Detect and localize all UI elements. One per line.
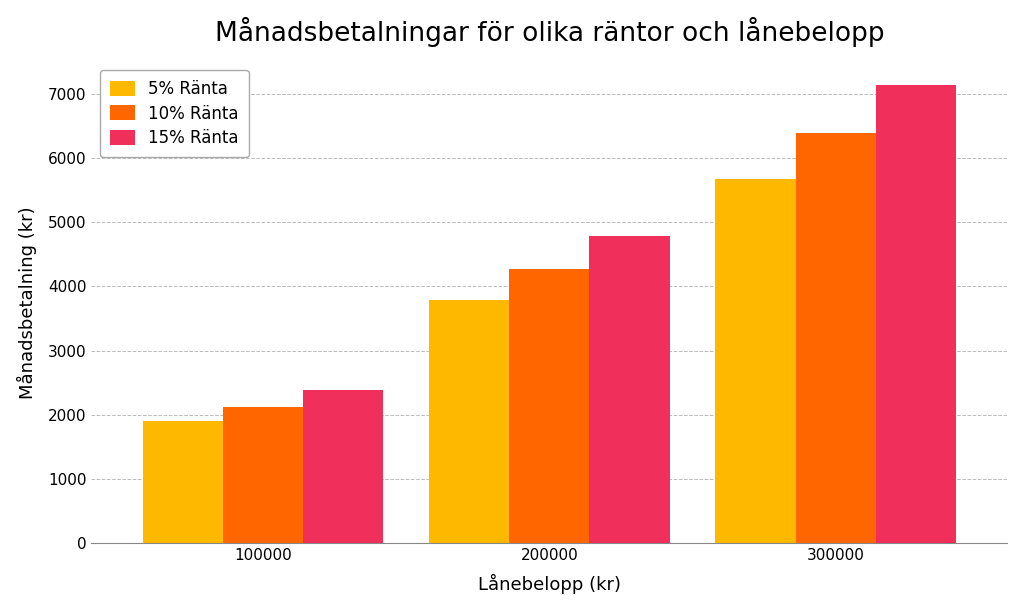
Bar <box>716 178 796 543</box>
Y-axis label: Månadsbetalning (kr): Månadsbetalning (kr) <box>16 206 37 399</box>
Title: Månadsbetalningar för olika räntor och lånebelopp: Månadsbetalningar för olika räntor och l… <box>214 16 884 46</box>
Bar <box>509 269 590 543</box>
Bar <box>796 133 876 543</box>
Bar <box>429 299 509 543</box>
Bar <box>223 407 303 543</box>
Legend: 5% Ränta, 10% Ränta, 15% Ränta: 5% Ränta, 10% Ränta, 15% Ränta <box>99 70 249 157</box>
Bar <box>303 390 383 543</box>
X-axis label: Lånebelopp (kr): Lånebelopp (kr) <box>478 574 621 595</box>
Bar <box>143 422 223 543</box>
Bar <box>590 236 670 543</box>
Bar <box>876 84 955 543</box>
